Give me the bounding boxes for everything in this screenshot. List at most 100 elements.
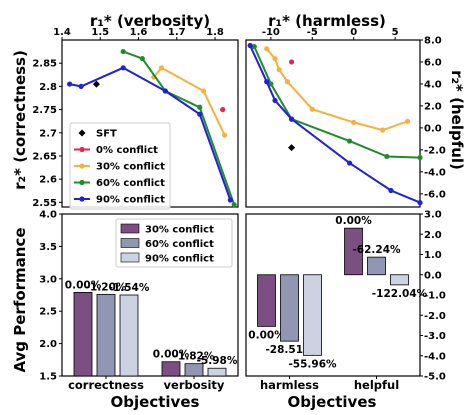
data-point: [162, 88, 168, 94]
data-point: [384, 153, 390, 160]
data-point: [158, 65, 165, 71]
y-tick-label: 3.5: [39, 242, 57, 253]
x-tick-label: -5: [307, 27, 318, 38]
x-tick-label: 1.7: [168, 27, 186, 38]
bar-label: -1.82%: [174, 351, 215, 363]
data-point: [197, 111, 203, 117]
x-tick-label: 5: [392, 27, 399, 38]
data-point: [120, 65, 126, 71]
series-line: [253, 46, 421, 159]
bar-label: 0.00%: [65, 279, 102, 291]
ylabel-correctness: r₂* (correctness): [11, 50, 29, 190]
bar-label: -62.24%: [352, 244, 401, 256]
legend-label: 90% conflict: [145, 254, 214, 265]
bar-label: -5.98%: [197, 355, 238, 367]
bar: [96, 293, 116, 377]
data-point: [251, 43, 257, 50]
x-tick-label: 1.8: [206, 27, 224, 38]
bar: [367, 256, 386, 276]
y-tick-label: 6.0: [424, 57, 442, 68]
ylabel-helpful: r₂* (helpful): [448, 70, 466, 170]
y-tick-label: 1.5: [39, 372, 57, 383]
x-tick-label: 1.4: [53, 27, 71, 38]
x-tick-label: 1.6: [130, 27, 148, 38]
bar-label: -1.54%: [109, 282, 150, 294]
y-tick-label: -4.0: [424, 351, 446, 362]
y-tick-label: -1.0: [424, 291, 446, 302]
legend-swatch: [120, 238, 140, 248]
legend-label: SFT: [96, 129, 117, 140]
y-tick-label: 8.0: [424, 36, 442, 47]
y-tick-label: 2.5: [39, 307, 57, 318]
xlabel-objectives-left: Objectives: [111, 393, 200, 411]
bar: [280, 274, 299, 342]
x-tick-label: 1.5: [91, 27, 109, 38]
data-point: [268, 81, 274, 87]
legend-box: [69, 122, 171, 210]
y-tick-label: 2.65: [32, 151, 57, 162]
y-tick-label: 2.0: [424, 230, 442, 241]
plot-frame: [61, 213, 239, 377]
xlabel-objectives-right: Objectives: [288, 393, 377, 411]
y-tick-label: 0.0: [424, 123, 442, 134]
bar: [73, 292, 93, 377]
bar-plot-correctness-verbosity: 1.52.02.53.03.54.00.00%-1.20%-1.54%corre…: [39, 210, 239, 392]
x-tick-label: correctness: [68, 378, 144, 392]
legend-marker: [79, 196, 85, 202]
plot-harmless-helpful: -10 -5 0 5 -6.0 -4.0 -2.0 0.0 2.0 4.0 6.0 8.0: [245, 27, 446, 208]
data-point: [417, 154, 423, 161]
y-tick-label: -2.0: [424, 311, 446, 322]
data-point: [139, 55, 145, 62]
series-line: [249, 45, 421, 204]
legend-swatch: [120, 223, 140, 234]
data-point: [380, 127, 386, 133]
bar-label: 0.00%: [248, 329, 285, 341]
legend-label: 60% conflict: [96, 178, 165, 189]
x-tick-label: harmless: [260, 378, 319, 392]
y-tick-label: 2.75: [32, 105, 57, 116]
data-point: [264, 79, 270, 85]
data-point: [288, 59, 295, 65]
data-point: [417, 200, 423, 206]
data-point: [78, 83, 84, 89]
data-point: [67, 81, 73, 87]
legend-label: 90% conflict: [96, 195, 165, 206]
data-point: [231, 202, 237, 208]
y-tick-label: 2.8: [39, 82, 57, 93]
bar: [161, 361, 181, 377]
data-point: [346, 160, 353, 166]
data-point: [227, 197, 233, 203]
data-point: [284, 79, 291, 85]
bar: [303, 274, 322, 356]
y-tick-label: -4.0: [424, 167, 446, 178]
chart-title-harmless: r₁* (harmless): [268, 12, 386, 30]
bar-label: 0.00%: [153, 349, 190, 361]
data-point: [388, 187, 394, 194]
bar-plot-harmless-helpful: -5.0 -4.0 -3.0 -2.0 -1.0 0.0 1.0 2.0 3.0 0.00% -28…: [245, 210, 446, 392]
y-tick-label: -2.0: [424, 145, 446, 156]
bar: [257, 274, 276, 327]
y-tick-label: 2.7: [39, 128, 57, 139]
legend-marker: [79, 179, 85, 186]
x-tick-label: -10: [262, 27, 280, 38]
y-tick-label: -6.0: [424, 189, 446, 200]
bar-label: 0.00%: [335, 215, 372, 227]
series-line: [153, 66, 226, 136]
data-point: [220, 106, 226, 113]
chart-title-verbosity: r₁* (verbosity): [90, 12, 210, 30]
x-tick-label: verbosity: [164, 378, 225, 392]
y-tick-label: 2.0: [424, 101, 442, 112]
bar: [207, 367, 227, 377]
plot-verbosity-correctness: 1.4 1.5 1.6 1.7 1.8 2.55 2.6 2.65 2.7 2.75 2.8 2.85…: [32, 27, 239, 210]
y-tick-label: -3.0: [424, 331, 446, 342]
legend-label: 30% conflict: [145, 225, 214, 236]
bar: [344, 227, 363, 276]
data-point: [222, 132, 228, 138]
data-point: [120, 48, 126, 55]
y-tick-label: -5.0: [424, 372, 446, 383]
legend-box: [115, 218, 233, 268]
y-tick-label: 4.0: [39, 210, 57, 221]
data-point: [346, 138, 353, 144]
bar-label: -1.20%: [86, 281, 127, 293]
